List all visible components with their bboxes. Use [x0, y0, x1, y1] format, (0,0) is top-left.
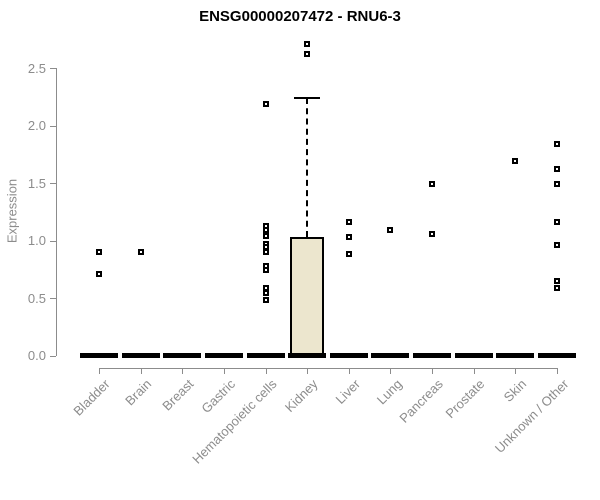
outlier-point: [304, 51, 311, 58]
x-axis-tick: [432, 368, 434, 374]
outlier-point: [387, 227, 394, 234]
outlier-point: [554, 166, 561, 173]
x-category-label: Liver: [332, 376, 363, 407]
y-axis-tick: [50, 240, 56, 242]
whisker-cap: [294, 96, 321, 99]
outlier-point: [262, 227, 269, 234]
x-category-label: Bladder: [70, 376, 113, 419]
median-bar: [413, 353, 452, 358]
outlier-point: [304, 40, 311, 47]
x-axis-tick: [348, 368, 350, 374]
outlier-point: [554, 277, 561, 284]
y-axis-line: [56, 68, 57, 356]
x-category-label: Skin: [500, 376, 530, 405]
x-axis-tick: [265, 368, 267, 374]
outlier-point: [345, 219, 352, 226]
outlier-point: [512, 158, 519, 165]
outlier-point: [429, 230, 436, 237]
median-bar: [246, 353, 285, 358]
x-axis-tick: [515, 368, 517, 374]
y-axis-tick-label: 0.5: [27, 290, 46, 306]
chart-title: ENSG00000207472 - RNU6-3: [199, 8, 401, 25]
outlier-point: [554, 284, 561, 291]
outlier-point: [554, 181, 561, 188]
outlier-point: [262, 284, 269, 291]
y-axis-tick: [50, 125, 56, 127]
x-axis-tick: [473, 368, 475, 374]
x-axis-line: [99, 368, 559, 369]
x-axis-tick: [140, 368, 142, 374]
median-bar: [329, 353, 368, 358]
median-bar: [454, 353, 493, 358]
x-category-label: Gastric: [198, 376, 238, 417]
median-bar: [204, 353, 243, 358]
outlier-point: [262, 297, 269, 304]
x-category-label: Prostate: [442, 376, 488, 422]
outlier-point: [345, 251, 352, 258]
outlier-point: [137, 249, 144, 255]
x-category-label: Brain: [122, 376, 155, 409]
outlier-point: [554, 140, 561, 147]
outlier-point: [262, 267, 269, 274]
y-axis-tick: [50, 355, 56, 357]
median-bar: [80, 353, 118, 358]
median-bar: [121, 353, 160, 358]
outlier-point: [429, 181, 436, 188]
x-category-label: Pancreas: [396, 376, 447, 426]
y-axis-tick-label: 2.0: [27, 118, 46, 133]
outlier-point: [262, 290, 269, 297]
upper-whisker: [306, 97, 309, 238]
x-axis-tick: [557, 368, 559, 374]
outlier-point: [554, 242, 561, 249]
median-bar: [538, 353, 577, 358]
median-bar: [288, 353, 327, 358]
median-bar: [371, 353, 410, 358]
x-axis-tick: [307, 368, 309, 374]
x-axis-tick: [99, 368, 100, 374]
outlier-point: [554, 219, 561, 226]
y-axis-tick-label: 0.0: [27, 348, 46, 363]
median-bar: [163, 353, 202, 358]
box-iqr: [290, 237, 325, 356]
y-axis-tick-label: 1.0: [27, 233, 46, 248]
outlier-point: [262, 100, 269, 107]
x-category-label: Lung: [373, 376, 405, 408]
x-category-label: Kidney: [282, 376, 322, 416]
outlier-point: [345, 234, 352, 241]
y-axis-tick-label: 2.5: [27, 60, 46, 76]
x-axis-tick: [390, 368, 392, 374]
x-category-label: Breast: [159, 376, 197, 414]
outlier-point: [96, 249, 102, 255]
median-bar: [496, 353, 535, 358]
outlier-point: [96, 270, 102, 277]
y-axis-tick: [50, 298, 56, 299]
y-axis-tick-label: 1.5: [27, 175, 46, 191]
x-axis-tick: [223, 368, 225, 374]
x-axis-tick: [182, 368, 184, 374]
outlier-point: [262, 249, 269, 255]
outlier-point: [262, 232, 269, 239]
x-category-label: Unknown / Other: [491, 376, 571, 456]
y-axis-tick: [50, 68, 56, 69]
y-axis-tick: [50, 183, 56, 184]
